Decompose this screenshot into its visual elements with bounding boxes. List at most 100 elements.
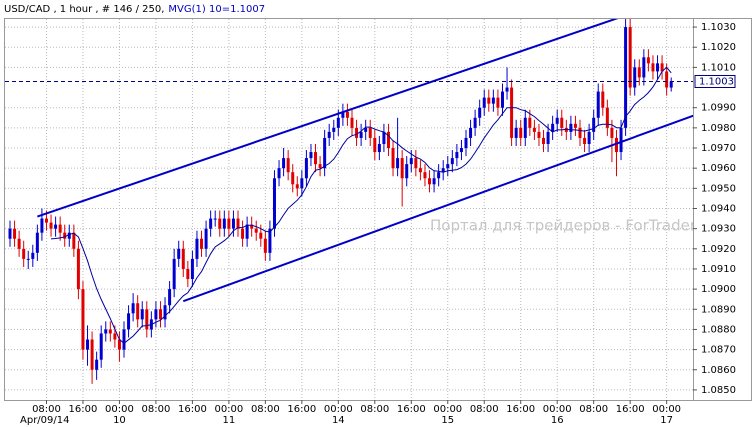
candle-body [158, 309, 162, 320]
candle-body [450, 158, 454, 165]
candle-body [418, 168, 422, 173]
x-date-label: 16 [551, 415, 564, 426]
candle-body [542, 137, 546, 144]
x-date-label: 10 [113, 415, 126, 426]
candle-body [656, 63, 660, 72]
candle-body [642, 57, 646, 78]
candle-body [510, 87, 514, 138]
candle-body [478, 107, 482, 118]
candle-body [469, 127, 473, 138]
candle-body [587, 131, 591, 144]
channel-line [182, 114, 693, 303]
candle-body [364, 127, 368, 132]
x-tick-label: 16:00 [178, 404, 207, 415]
y-tick-label: 1.0880 [701, 324, 736, 335]
candle-body [578, 127, 582, 138]
candle-body [17, 238, 21, 249]
x-tick-label: 16:00 [287, 404, 316, 415]
candle-body [564, 127, 568, 132]
candle-body [163, 305, 167, 320]
candle-body [26, 258, 30, 260]
candle-body [309, 152, 313, 159]
candle-body [204, 228, 208, 249]
candle-body [44, 218, 48, 223]
y-tick-label: 1.0920 [701, 244, 736, 255]
x-tick-label: 00:00 [543, 404, 572, 415]
candle-body [131, 303, 135, 314]
candle-body [409, 158, 413, 165]
candle-body [583, 137, 587, 144]
candle-body [386, 131, 390, 149]
candle-body [254, 228, 258, 233]
candle-body [327, 131, 331, 138]
candle-body [651, 63, 655, 72]
y-tick-label: 1.0980 [701, 123, 736, 134]
watermark: Портал для трейдеров - ForTrader.ru [430, 217, 715, 235]
candle-body [400, 158, 404, 179]
candle-body [573, 123, 577, 128]
x-tick-label: 16:00 [506, 404, 535, 415]
candle-body [423, 172, 427, 179]
candle-body [67, 232, 71, 239]
candle-body [323, 137, 327, 169]
x-tick-label: 08:00 [32, 404, 61, 415]
candle-body [286, 158, 290, 173]
candle-body [95, 359, 99, 370]
candle-body [660, 63, 664, 72]
candle-body [227, 218, 231, 229]
candle-body [614, 137, 618, 153]
x-date-label: 17 [660, 415, 673, 426]
candle-body [108, 329, 112, 334]
candle-body [90, 339, 94, 370]
candle-body [122, 329, 126, 350]
y-tick-label: 1.0870 [701, 345, 736, 356]
x-tick-label: 00:00 [324, 404, 353, 415]
candle-body [300, 178, 304, 189]
candle-body [619, 127, 623, 153]
candle-body [99, 333, 103, 360]
candle-body [669, 81, 673, 88]
candle-body [81, 289, 85, 350]
x-tick-label: 16:00 [616, 404, 645, 415]
candle-body [314, 152, 318, 165]
candle-body [104, 329, 108, 334]
candle-body [446, 164, 450, 169]
plot-frame [4, 18, 694, 401]
candle-body [628, 27, 632, 88]
candle-body [633, 67, 637, 88]
candle-body [551, 123, 555, 132]
candle-body [414, 158, 418, 169]
candle-body [514, 127, 518, 138]
candle-body [532, 127, 536, 132]
x-tick-label: 16:00 [69, 404, 98, 415]
candle-body [268, 228, 272, 253]
candle-body [35, 232, 39, 253]
candle-body [519, 127, 523, 138]
candle-body [58, 224, 62, 233]
x-tick-label: 00:00 [105, 404, 134, 415]
candle-body [172, 258, 176, 290]
candle-body [22, 248, 26, 259]
candle-body [345, 111, 349, 118]
candle-body [318, 164, 322, 169]
candle-body [31, 252, 35, 259]
candle-body [441, 168, 445, 173]
candle-body [464, 137, 468, 149]
y-tick-label: 1.1010 [701, 62, 736, 73]
candle-body [145, 309, 149, 330]
x-date-label: 11 [223, 415, 236, 426]
candle-body [473, 117, 477, 128]
y-tick-label: 1.0990 [701, 103, 736, 114]
candle-body [222, 218, 226, 229]
candle-body [596, 91, 600, 118]
candle-body [482, 97, 486, 108]
candle-body [127, 313, 131, 330]
candle-body [336, 117, 340, 128]
x-date-label: 14 [332, 415, 345, 426]
candle-body [610, 127, 614, 138]
y-tick-label: 1.0910 [701, 264, 736, 275]
candle-body [637, 67, 641, 78]
candle-body [181, 248, 185, 269]
candle-body [49, 222, 53, 229]
candle-body [455, 152, 459, 159]
